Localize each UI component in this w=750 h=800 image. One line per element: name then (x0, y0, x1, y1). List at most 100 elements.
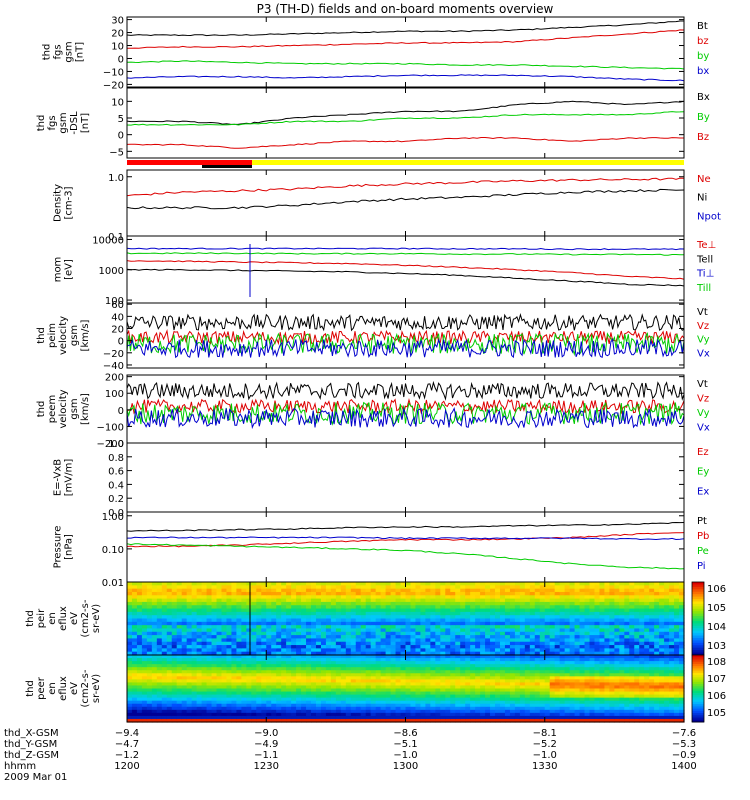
heatmap-cell (181, 694, 188, 699)
heatmap-cell (296, 715, 302, 720)
heatmap-cell (360, 709, 367, 714)
heatmap-cell (504, 625, 511, 630)
heatmap-cell (589, 595, 596, 600)
heatmap-cell (291, 664, 297, 668)
heatmap-cell (460, 679, 466, 684)
heatmap-cell (301, 628, 307, 633)
heatmap-cell (485, 588, 491, 593)
heatmap-cell (176, 679, 183, 684)
heatmap-cell (286, 611, 292, 616)
heatmap-cell (221, 628, 228, 633)
heatmap-cell (131, 588, 138, 593)
heatmap-cell (470, 618, 476, 623)
heatmap-cell (674, 588, 680, 593)
heatmap-cell (420, 615, 426, 620)
heatmap-cell (136, 688, 143, 693)
heatmap-cell (420, 655, 426, 659)
heatmap-cell (415, 628, 422, 633)
heatmap-cell (639, 615, 645, 620)
heatmap-cell (564, 651, 571, 656)
heatmap-cell (425, 645, 431, 649)
heatmap-cell (614, 676, 620, 680)
heatmap-cell (614, 679, 620, 684)
heatmap-cell (564, 595, 571, 600)
heatmap-cell (644, 582, 650, 586)
heatmap-cell (514, 685, 521, 690)
heatmap-cell (131, 682, 138, 687)
heatmap-cell (355, 658, 362, 662)
heatmap-cell (589, 670, 596, 674)
heatmap-cell (564, 655, 571, 659)
heatmap-cell (246, 621, 252, 626)
heatmap-cell (151, 635, 158, 640)
heatmap-cell (594, 679, 601, 684)
heatmap-cell (311, 618, 317, 623)
heatmap-cell (291, 648, 297, 653)
heatmap-cell (524, 697, 531, 702)
heatmap-cell (161, 661, 168, 665)
heatmap-cell (281, 628, 287, 633)
heatmap-cell (151, 667, 158, 671)
heatmap-cell (271, 691, 277, 696)
heatmap-cell (156, 608, 163, 613)
legend-label: Npot (697, 211, 721, 222)
heatmap-cell (559, 709, 566, 714)
heatmap-cell (266, 697, 272, 702)
heatmap-cell (181, 658, 188, 662)
heatmap-cell (335, 638, 342, 643)
heatmap-cell (181, 676, 188, 680)
heatmap-cell (345, 625, 352, 630)
heatmap-cell (564, 682, 571, 687)
heatmap-cell (539, 655, 546, 659)
heatmap-cell (390, 718, 397, 723)
heatmap-cell (480, 706, 486, 711)
heatmap-cell (524, 679, 531, 684)
heatmap-cell (241, 670, 247, 674)
heatmap-cell (440, 595, 446, 600)
heatmap-cell (291, 625, 297, 630)
heatmap-cell (619, 651, 625, 656)
heatmap-cell (614, 591, 620, 596)
series-line-Pb (126, 532, 685, 548)
heatmap-cell (375, 694, 382, 699)
heatmap-cell (181, 703, 188, 708)
heatmap-cell (430, 588, 436, 593)
heatmap-cell (191, 638, 198, 643)
heatmap-cell (554, 700, 561, 705)
heatmap-cell (609, 618, 615, 623)
legend-label: Vz (697, 394, 709, 405)
heatmap-cell (629, 635, 635, 640)
heatmap-cell (390, 664, 397, 668)
heatmap-cell (301, 685, 307, 690)
heatmap-cell (261, 595, 267, 600)
heatmap-cell (604, 712, 610, 717)
heatmap-cell (161, 658, 168, 662)
heatmap-cell (624, 645, 630, 649)
heatmap-cell (246, 631, 252, 636)
heatmap-cell (634, 591, 640, 596)
heatmap-cell (385, 635, 392, 640)
heatmap-cell (659, 595, 665, 600)
heatmap-cell (191, 618, 198, 623)
heatmap-cell (440, 700, 446, 705)
heatmap-cell (624, 667, 630, 671)
heatmap-cell (589, 651, 596, 656)
heatmap-cell (554, 651, 561, 656)
series-line-By (126, 111, 685, 126)
heatmap-cell (276, 703, 282, 708)
heatmap-cell (529, 615, 536, 620)
heatmap-cell (534, 631, 541, 636)
heatmap-cell (584, 673, 591, 677)
heatmap-cell (345, 694, 352, 699)
heatmap-cell (320, 703, 327, 708)
heatmap-cell (251, 638, 257, 643)
heatmap-cell (141, 661, 148, 665)
heatmap-cell (335, 697, 342, 702)
heatmap-cell (624, 685, 630, 690)
heatmap-cell (599, 718, 606, 723)
heatmap-cell (370, 582, 377, 586)
heatmap-cell (340, 631, 347, 636)
heatmap-cell (465, 673, 471, 677)
heatmap-cell (146, 691, 153, 696)
heatmap-cell (166, 709, 173, 714)
